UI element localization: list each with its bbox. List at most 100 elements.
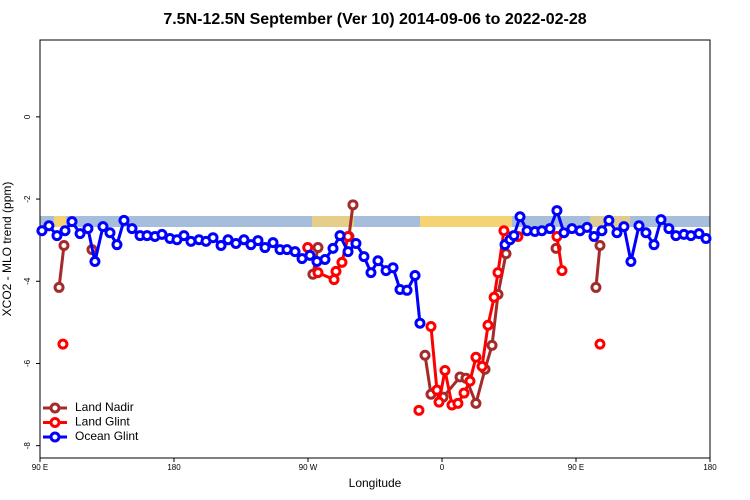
- y-tick-label: -8: [23, 442, 32, 450]
- plot-frame: [39, 39, 711, 459]
- point: [334, 230, 346, 242]
- point: [590, 281, 602, 293]
- y-axis-label: XCO2 - MLO trend (ppm): [0, 182, 14, 317]
- x-tick-label: 0: [440, 463, 445, 472]
- y-tick-label: -4: [23, 277, 32, 285]
- point: [319, 253, 331, 265]
- point: [458, 387, 470, 399]
- point: [693, 228, 705, 240]
- point: [51, 230, 63, 242]
- series-line: [57, 245, 66, 288]
- point: [655, 214, 667, 226]
- point: [57, 338, 69, 350]
- y-tick-label: -6: [23, 359, 32, 367]
- point: [431, 384, 443, 396]
- series: [57, 225, 606, 416]
- point: [588, 230, 600, 242]
- point: [215, 240, 227, 252]
- land-strip: [312, 216, 354, 227]
- ocean-strip: [40, 216, 710, 227]
- point: [358, 251, 370, 263]
- point: [439, 364, 451, 376]
- point: [648, 239, 660, 251]
- point: [594, 338, 606, 350]
- legend-label: Land Glint: [75, 415, 130, 429]
- point: [66, 216, 78, 228]
- legend-label: Land Nadir: [75, 400, 134, 414]
- point: [498, 225, 510, 237]
- y-tick-label: -2: [23, 195, 32, 203]
- point: [425, 320, 437, 332]
- point: [663, 223, 675, 235]
- point: [36, 225, 48, 237]
- point: [488, 291, 500, 303]
- point: [259, 242, 271, 254]
- point: [238, 234, 250, 246]
- point: [252, 235, 264, 247]
- point: [336, 256, 348, 268]
- x-axis-label: Longitude: [349, 476, 402, 490]
- point: [304, 249, 316, 261]
- point: [312, 267, 324, 279]
- point: [625, 256, 637, 268]
- legend-marker: [49, 417, 61, 428]
- point: [312, 242, 324, 254]
- point: [58, 240, 70, 252]
- point: [330, 265, 342, 277]
- x-tick-label: 90 W: [299, 463, 318, 472]
- point: [486, 339, 498, 351]
- point: [43, 220, 55, 232]
- point: [452, 397, 464, 409]
- point: [414, 317, 426, 329]
- point: [126, 223, 138, 235]
- point: [633, 220, 645, 232]
- point: [178, 230, 190, 242]
- point: [482, 319, 494, 331]
- point: [289, 246, 301, 258]
- x-tick-label: 180: [167, 463, 181, 472]
- point: [611, 227, 623, 239]
- land-strip: [420, 216, 512, 227]
- land-strip: [54, 216, 66, 227]
- point: [640, 227, 652, 239]
- point: [618, 221, 630, 233]
- point: [556, 265, 568, 277]
- point: [267, 237, 279, 249]
- point: [97, 221, 109, 233]
- series-line: [594, 245, 602, 288]
- point: [74, 228, 86, 240]
- point: [581, 221, 593, 233]
- point: [492, 267, 504, 279]
- point: [551, 205, 563, 217]
- series-line: [555, 236, 564, 271]
- point: [433, 396, 445, 408]
- point: [53, 281, 65, 293]
- point: [156, 228, 168, 240]
- point: [470, 351, 482, 363]
- x-tick-label: 180: [703, 463, 717, 472]
- point: [342, 246, 354, 258]
- point: [500, 248, 512, 260]
- point: [327, 242, 339, 254]
- legend-marker: [49, 402, 61, 414]
- legend-marker: [49, 431, 61, 443]
- point: [603, 214, 615, 226]
- point: [104, 227, 116, 239]
- point: [558, 227, 570, 239]
- point: [470, 397, 482, 409]
- point: [111, 239, 123, 251]
- point: [401, 284, 413, 296]
- point: [464, 375, 476, 387]
- point: [372, 255, 384, 267]
- legend-label: Ocean Glint: [75, 429, 139, 443]
- point: [89, 256, 101, 268]
- chart-title: 7.5N-12.5N September (Ver 10) 2014-09-06…: [163, 11, 586, 28]
- point: [514, 211, 526, 223]
- point: [508, 230, 520, 242]
- point: [419, 349, 431, 361]
- x-tick-label: 90 E: [32, 463, 48, 472]
- point: [347, 199, 359, 211]
